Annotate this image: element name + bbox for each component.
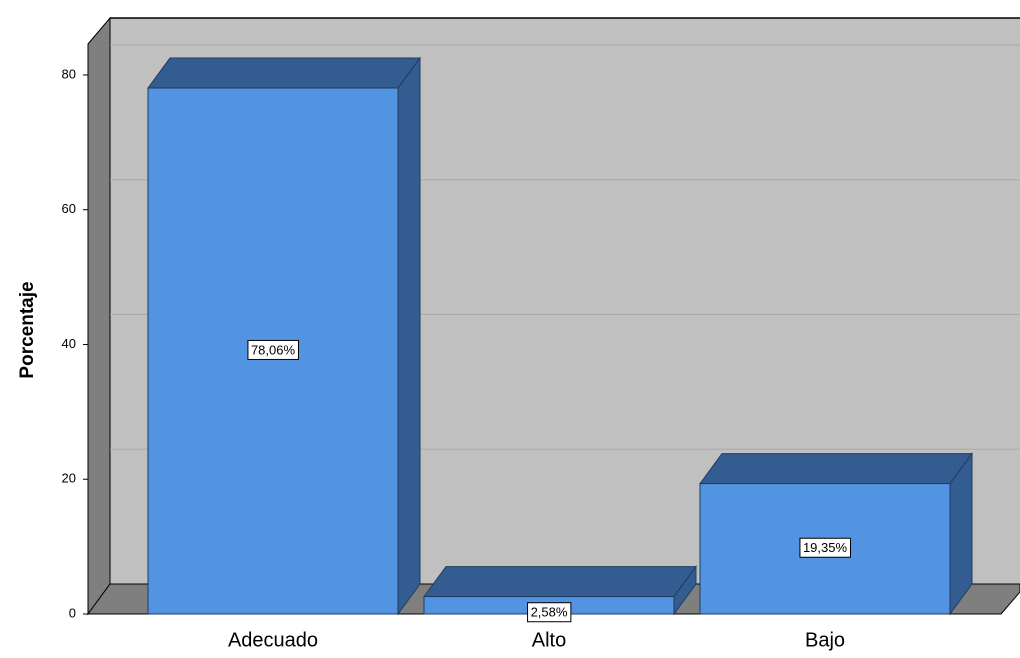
y-tick-label: 0 xyxy=(69,605,76,620)
y-tick-label: 80 xyxy=(62,66,76,81)
y-axis-label: Porcentaje xyxy=(17,281,38,378)
value-label-box xyxy=(799,537,851,558)
x-tick-label: Alto xyxy=(532,629,566,651)
bar-side xyxy=(397,56,421,616)
y-tick-label: 20 xyxy=(62,471,76,486)
y-tick-label: 60 xyxy=(62,201,76,216)
value-label-box xyxy=(247,339,299,360)
left-wall xyxy=(87,16,111,616)
x-tick-label: Bajo xyxy=(805,629,845,651)
bars xyxy=(147,56,973,616)
bar-top xyxy=(147,57,421,89)
x-tick-label: Adecuado xyxy=(228,629,318,651)
y-tick-label: 40 xyxy=(62,336,76,351)
value-label: 78,06% xyxy=(251,342,296,357)
value-label: 2,58% xyxy=(531,605,568,620)
value-label: 19,35% xyxy=(803,540,848,555)
value-label-box xyxy=(527,602,572,623)
bar-top xyxy=(699,453,973,485)
bar-top xyxy=(423,566,697,598)
